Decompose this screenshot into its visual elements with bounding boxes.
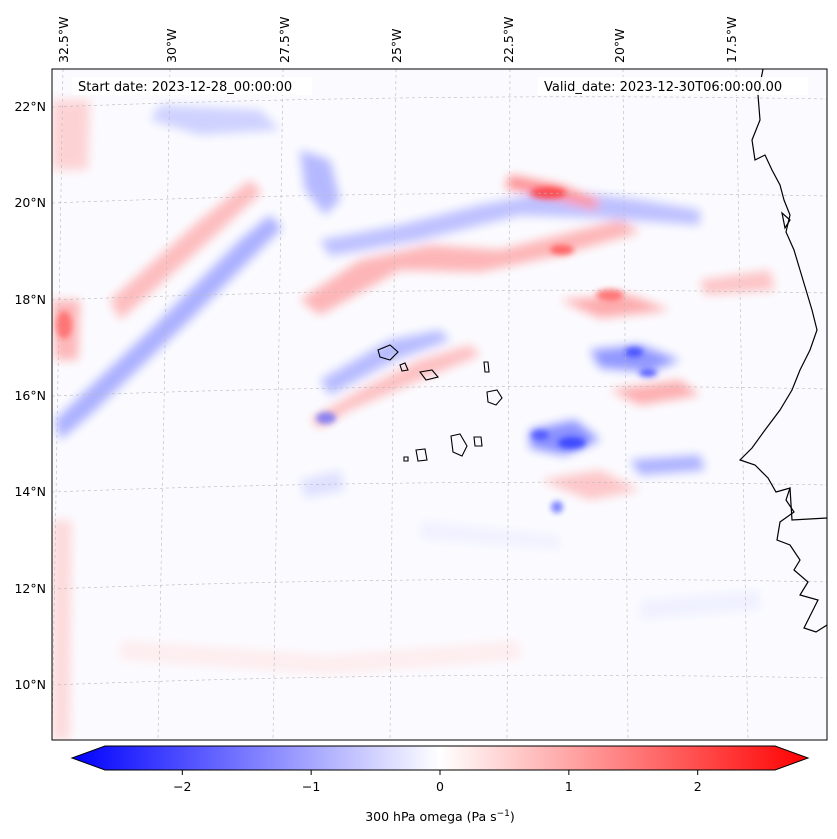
lat-tick: 14°N <box>14 484 46 499</box>
latitude-ticks: 22°N 20°N 18°N 16°N 14°N 12°N 10°N <box>14 99 46 692</box>
colorbar: −2 −1 0 1 2 300 hPa omega (Pa s−1) <box>70 745 810 824</box>
lon-tick: 25°W <box>389 28 404 63</box>
colorbar-tick-label: 2 <box>694 779 702 794</box>
lat-tick: 12°N <box>14 581 46 596</box>
lon-tick: 30°W <box>164 28 179 63</box>
lat-tick: 20°N <box>14 195 46 210</box>
valid-date-label: Valid_date: 2023-12-30T06:00:00.00 <box>544 80 782 95</box>
omega-field <box>52 69 827 740</box>
lon-tick: 32.5°W <box>56 17 71 63</box>
cape-verde-islands <box>377 344 503 462</box>
lon-tick: 22.5°W <box>501 17 516 63</box>
colorbar-tick-label: −1 <box>302 779 320 794</box>
colorbar-tick-label: 1 <box>565 779 573 794</box>
colorbar-tick-label: 0 <box>436 779 444 794</box>
coastline <box>738 69 827 633</box>
longitude-ticks: 32.5°W 30°W 27.5°W 25°W 22.5°W 20°W 17.5… <box>56 17 739 63</box>
colorbar-label: 300 hPa omega (Pa s−1) <box>365 809 515 824</box>
lon-tick: 20°W <box>612 28 627 63</box>
graticule <box>52 69 827 740</box>
map-panel: Start date: 2023-12-28_00:00:00 Valid_da… <box>51 68 828 741</box>
colorbar-ticks: −2 −1 0 1 2 <box>173 770 702 794</box>
colorbar-body <box>70 745 810 771</box>
start-date-label: Start date: 2023-12-28_00:00:00 <box>78 80 292 95</box>
colorbar-tick-label: −2 <box>173 779 191 794</box>
lat-tick: 10°N <box>14 677 46 692</box>
lon-tick: 27.5°W <box>277 17 292 63</box>
lat-tick: 16°N <box>14 388 46 403</box>
lat-tick: 22°N <box>14 99 46 114</box>
lon-tick: 17.5°W <box>724 17 739 63</box>
lat-tick: 18°N <box>14 292 46 307</box>
